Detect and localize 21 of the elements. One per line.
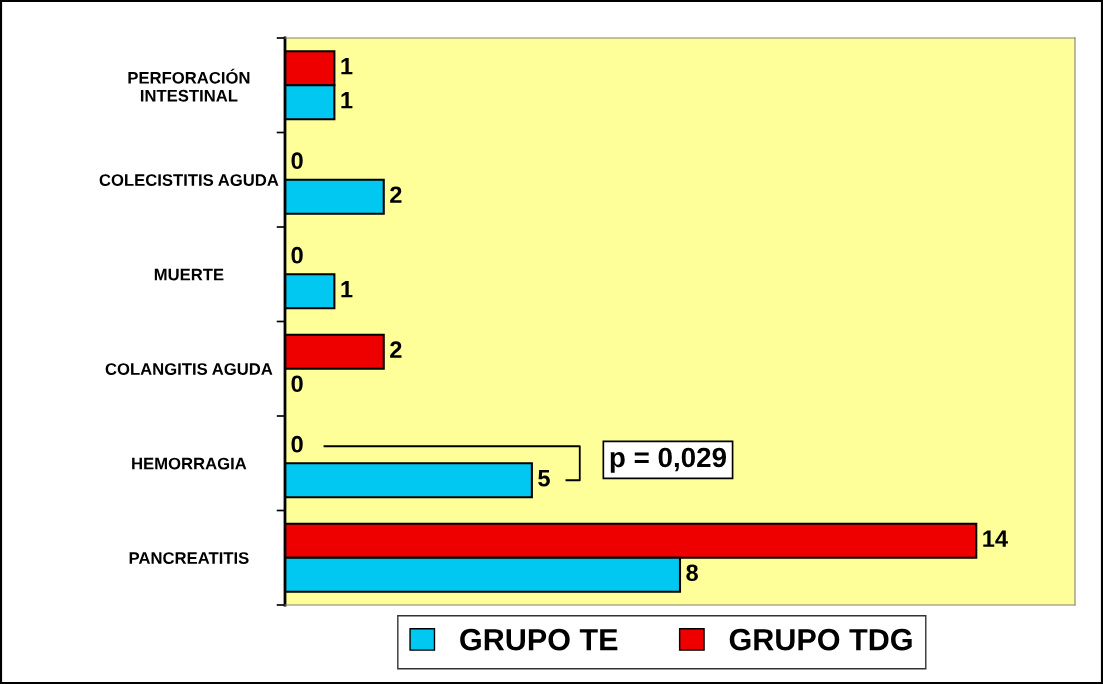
data-label: 2 <box>390 341 402 358</box>
data-label: 14 <box>983 530 1008 547</box>
y-tick-label: COLECISTITIS AGUDA <box>99 174 279 186</box>
data-label: 8 <box>686 564 698 582</box>
y-tick-label: HEMORRAGIA <box>132 457 247 470</box>
data-label: 1 <box>341 281 353 298</box>
y-tick-label: MUERTE <box>154 268 224 281</box>
annotation: p = 0,029 <box>610 447 727 473</box>
y-tick-label: PERFORACIÓN INTESTINAL <box>128 68 250 102</box>
data-label: 5 <box>538 470 550 487</box>
legend-label: GRUPO TE <box>460 628 618 651</box>
data-label: 0 <box>291 246 303 264</box>
legend-label: GRUPO TDG <box>729 628 912 651</box>
data-label: 1 <box>341 58 353 75</box>
data-label: 2 <box>390 186 402 203</box>
data-label: 0 <box>291 435 303 453</box>
data-label: 0 <box>291 375 303 393</box>
data-label: 1 <box>341 92 353 109</box>
y-tick-label: COLANGITIS AGUDA <box>105 363 273 375</box>
y-tick-label: PANCREATITIS <box>129 552 249 564</box>
data-label: 0 <box>291 152 303 170</box>
